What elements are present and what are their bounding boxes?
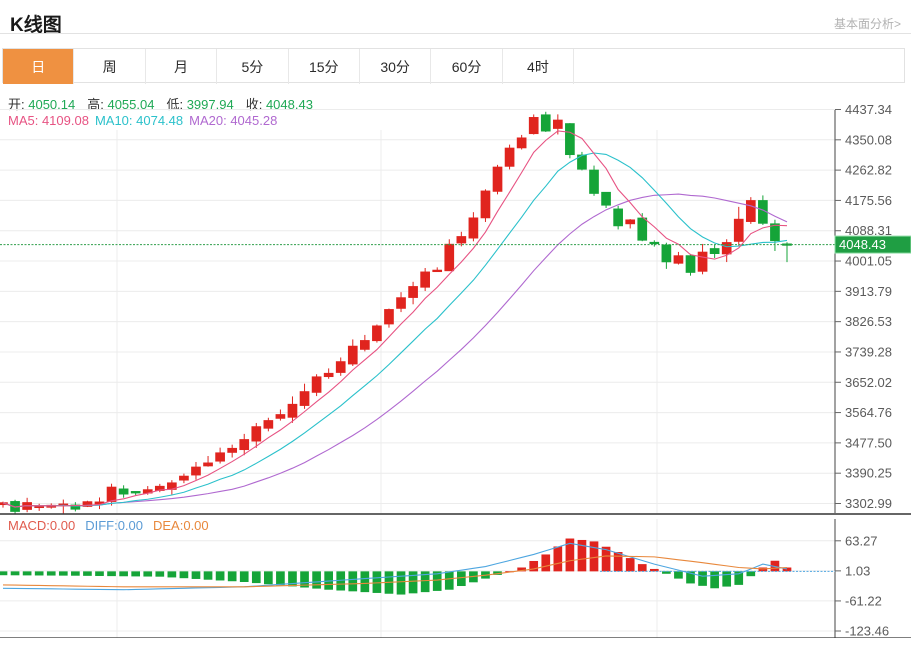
- svg-text:4262.82: 4262.82: [845, 163, 892, 178]
- svg-text:3913.79: 3913.79: [845, 284, 892, 299]
- svg-text:3477.50: 3477.50: [845, 435, 892, 450]
- svg-text:-61.22: -61.22: [845, 593, 882, 608]
- svg-text:4350.08: 4350.08: [845, 132, 892, 147]
- svg-text:1.03: 1.03: [845, 563, 870, 578]
- svg-text:3826.53: 3826.53: [845, 314, 892, 329]
- svg-text:3564.76: 3564.76: [845, 405, 892, 420]
- svg-text:3739.28: 3739.28: [845, 344, 892, 359]
- svg-text:3302.99: 3302.99: [845, 496, 892, 511]
- svg-text:4001.05: 4001.05: [845, 254, 892, 269]
- svg-text:4048.43: 4048.43: [839, 237, 886, 252]
- svg-text:4437.34: 4437.34: [845, 102, 892, 117]
- svg-text:3390.25: 3390.25: [845, 466, 892, 481]
- svg-text:3652.02: 3652.02: [845, 375, 892, 390]
- svg-text:4175.56: 4175.56: [845, 193, 892, 208]
- svg-text:-123.46: -123.46: [845, 624, 889, 639]
- svg-text:63.27: 63.27: [845, 533, 878, 548]
